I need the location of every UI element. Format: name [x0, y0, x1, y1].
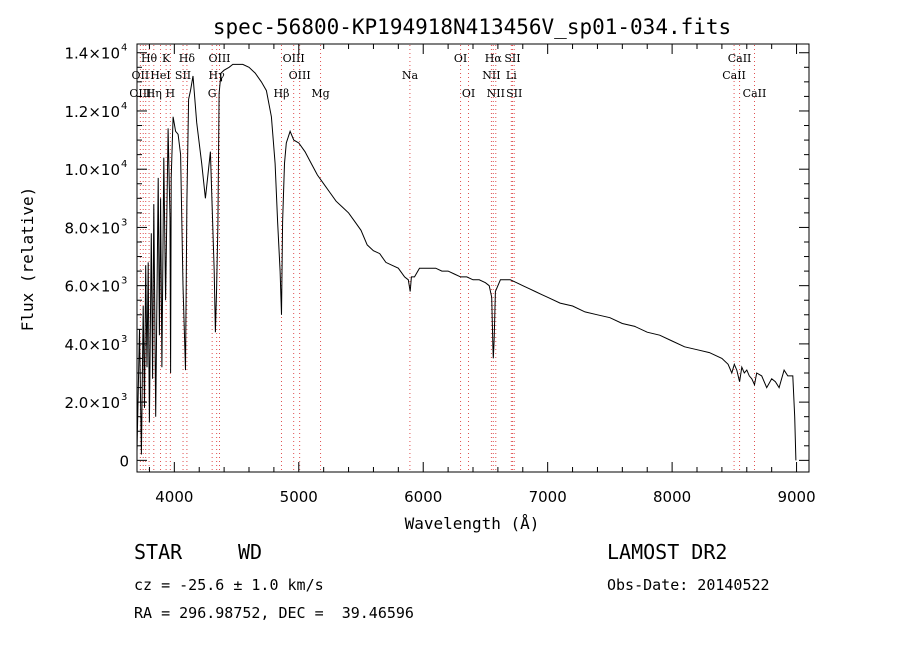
- line-label: SII: [504, 52, 520, 65]
- redshift-cz: cz = -25.6 ± 1.0 km/s: [134, 576, 324, 594]
- line-markers: [139, 45, 755, 471]
- line-label: OIII: [283, 52, 305, 65]
- plot-frame: [136, 43, 810, 473]
- object-subclass: WD: [238, 540, 263, 564]
- y-tick-mantissa: 6.0×10: [64, 278, 120, 296]
- line-label: Hα: [485, 52, 503, 65]
- y-tick-exponent: 3: [121, 334, 127, 345]
- object-class: STAR: [134, 540, 183, 564]
- line-label: OIII: [129, 87, 151, 100]
- line-label: CaII: [728, 52, 752, 65]
- chart-title: spec-56800-KP194918N413456V_sp01-034.fit…: [213, 15, 731, 39]
- line-label: NII: [487, 87, 505, 100]
- y-tick-mantissa: 1.2×10: [64, 103, 120, 121]
- line-label: Hβ: [274, 87, 290, 100]
- observation-date: Obs-Date: 20140522: [607, 576, 770, 594]
- x-tick-label: 4000: [155, 488, 193, 506]
- line-label: Hη: [146, 87, 162, 100]
- line-label: OI: [454, 52, 467, 65]
- line-label: OII: [132, 69, 150, 82]
- line-label: Hθ: [141, 52, 158, 65]
- y-tick-label: 6.0×10: [64, 278, 120, 296]
- x-tick-label: 5000: [280, 488, 318, 506]
- y-tick-exponent: 3: [121, 276, 127, 287]
- line-label: OI: [462, 87, 475, 100]
- line-label: OIII: [208, 52, 230, 65]
- line-label: NII: [482, 69, 500, 82]
- y-tick-exponent: 3: [121, 217, 127, 228]
- y-tick-label: 4.0×10: [64, 336, 120, 354]
- line-label: CaII: [743, 87, 767, 100]
- y-tick-label: 1.0×10: [64, 161, 120, 179]
- line-label: Li: [506, 69, 517, 82]
- y-tick-mantissa: 2.0×10: [64, 394, 120, 412]
- y-tick-label: 0: [119, 452, 129, 470]
- line-label: Mg: [311, 87, 329, 100]
- y-tick-exponent: 4: [121, 101, 127, 112]
- line-label: SII: [506, 87, 522, 100]
- ra-dec-coordinates: RA = 296.98752, DEC = 39.46596: [134, 604, 414, 622]
- y-tick-mantissa: 1.0×10: [64, 161, 120, 179]
- line-label: Hδ: [179, 52, 196, 65]
- x-tick-label: 7000: [529, 488, 567, 506]
- y-tick-label: 2.0×10: [64, 394, 120, 412]
- line-label: H: [166, 87, 176, 100]
- line-label: Hγ: [209, 69, 226, 82]
- line-label: K: [162, 52, 171, 65]
- y-tick-exponent: 4: [121, 159, 127, 170]
- y-tick-label: 1.4×10: [64, 45, 120, 63]
- line-label: HeI: [150, 69, 170, 82]
- y-axis-label: Flux (relative): [18, 187, 37, 332]
- line-label: G: [208, 87, 217, 100]
- y-tick-label: 8.0×10: [64, 219, 120, 237]
- line-label: Na: [402, 69, 419, 82]
- y-tick-label: 1.2×10: [64, 103, 120, 121]
- y-tick-mantissa: 4.0×10: [64, 336, 120, 354]
- x-tick-label: 9000: [777, 488, 815, 506]
- line-label: CaII: [722, 69, 746, 82]
- spectrum-line: [136, 63, 797, 461]
- x-axis-label: Wavelength (Å): [405, 514, 540, 533]
- x-tick-label: 8000: [653, 488, 691, 506]
- y-tick-exponent: 4: [121, 43, 127, 54]
- y-tick-exponent: 3: [121, 392, 127, 403]
- line-label: OIII: [289, 69, 311, 82]
- y-tick-mantissa: 8.0×10: [64, 219, 120, 237]
- line-label: SII: [175, 69, 191, 82]
- x-tick-label: 6000: [404, 488, 442, 506]
- survey-name: LAMOST DR2: [607, 540, 728, 564]
- y-tick-mantissa: 1.4×10: [64, 45, 120, 63]
